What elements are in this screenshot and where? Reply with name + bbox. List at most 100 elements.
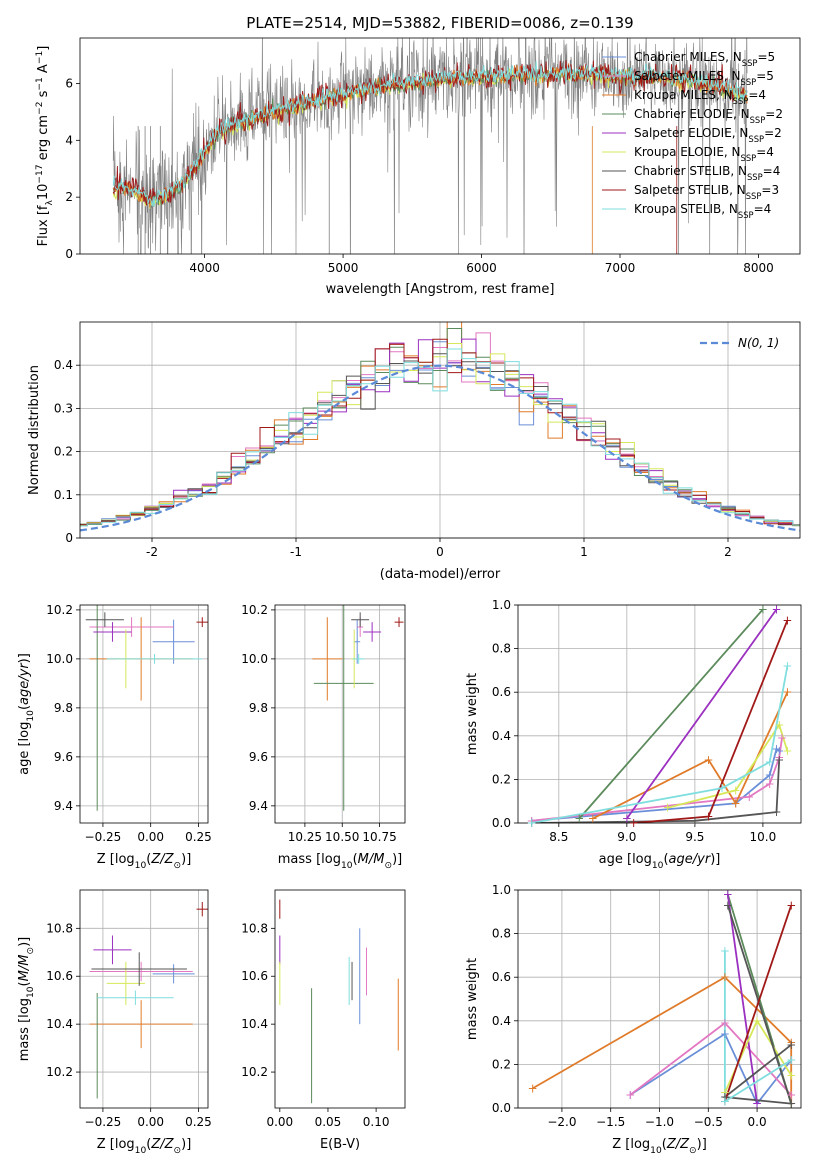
mass_vs_ebv-xlabel-part: E(B-V) bbox=[320, 1137, 360, 1152]
y-tick-label: 10.2 bbox=[46, 1065, 73, 1079]
errorbar-salpeter-elodie bbox=[363, 622, 382, 642]
weight_vs_Z-xlabel-part: log bbox=[630, 1137, 650, 1152]
y-tick-label: 10.2 bbox=[46, 603, 73, 617]
age_vs_mass-xlabel-part: )] bbox=[392, 852, 402, 867]
y-tick-label: 10.4 bbox=[46, 1017, 73, 1031]
mass_vs_Z-xlabel: Z [log10(Z/Z⊙)] bbox=[97, 1137, 192, 1156]
y-tick-label: 10.4 bbox=[241, 1017, 268, 1031]
x-tick-label: 0.05 bbox=[315, 1115, 342, 1129]
x-tick-label: 1 bbox=[580, 545, 588, 559]
series-chabrier-stelib bbox=[531, 759, 781, 823]
weight_vs_age-xlabel-part: age [ bbox=[599, 852, 632, 867]
marker-salpeter-elodie: + bbox=[771, 602, 781, 616]
weight_vs_age-xlabel-part: 10 bbox=[652, 861, 664, 871]
spectrum-ylabel-part: ] bbox=[36, 46, 51, 51]
marker-kroupa-miles: + bbox=[782, 685, 792, 699]
marker-kroupa-elodie: + bbox=[774, 718, 784, 732]
x-tick-label: −0.25 bbox=[85, 830, 122, 844]
series-salpeter-elodie bbox=[626, 608, 778, 820]
marker-kroupa-stelib: + bbox=[717, 781, 727, 795]
legend-label-kroupa-miles-part: =4 bbox=[748, 88, 766, 102]
axes-weight_vs_Z: −2.0 −1.5 −1.0 −0.5 0.0 0.0 0.2 0.4 0.6 0.8 1.0 Z [… bbox=[465, 883, 802, 1156]
spectrum-ylabel-part: −17 bbox=[35, 164, 45, 183]
legend-label-salpeter-elodie-part: SSP bbox=[748, 134, 764, 144]
y-tick-label: 2 bbox=[65, 190, 73, 204]
errorbar-kroupa-miles bbox=[89, 1000, 193, 1049]
axes-residuals: -2 -1 0 1 2 0 0.1 0.2 0.3 0.4 (data-model)/error No… bbox=[27, 321, 801, 582]
marker-kroupa-miles: + bbox=[786, 1097, 796, 1111]
errorbar-salpeter-stelib bbox=[394, 617, 404, 628]
axes-weight_vs_age: 8.5 9.0 9.5 10.0 0.0 0.2 0.4 0.6 0.8 1.0 age [log1… bbox=[465, 598, 802, 871]
mass_vs_Z-ylabel-part: log bbox=[17, 998, 32, 1018]
age_vs_Z-xlabel-part: log bbox=[115, 852, 135, 867]
weight_vs_Z-xlabel: Z [log10(Z/Z⊙)] bbox=[612, 1137, 707, 1156]
y-tick-label: 0.2 bbox=[54, 445, 73, 459]
axes-spectrum: 4000 5000 6000 7000 8000 0 2 4 6 PLATE=2514, MJD=… bbox=[35, 14, 801, 297]
errorbar-salpeter-miles bbox=[89, 617, 174, 637]
marker-chabrier-miles: + bbox=[786, 1053, 796, 1067]
plot-area-mass_vs_Z bbox=[89, 901, 208, 1099]
marker-chabrier-miles: + bbox=[752, 1097, 762, 1111]
axes-frame bbox=[79, 604, 209, 824]
y-tick-label: 10.0 bbox=[241, 652, 268, 666]
x-tick-label: 8.5 bbox=[549, 830, 568, 844]
y-tick-label: 9.4 bbox=[54, 799, 73, 813]
age_vs_mass-xlabel-part: ⊙ bbox=[384, 861, 392, 871]
y-tick-label: 0.1 bbox=[54, 488, 73, 502]
spectrum-xlabel: wavelength [Angstrom, rest frame] bbox=[326, 282, 555, 297]
legend-label-kroupa-stelib-part: Kroupa STELIB, N bbox=[634, 202, 738, 216]
legend-label-chabrier-stelib: Chabrier STELIB, NSSP=4 bbox=[634, 164, 780, 182]
weight_vs_age-xlabel-part: ( bbox=[663, 852, 668, 867]
y-tick-label: 9.6 bbox=[249, 750, 268, 764]
errorbar-salpeter-stelib bbox=[196, 901, 208, 917]
y-tick-label: 9.4 bbox=[249, 799, 268, 813]
marker-chabrier-elodie: + bbox=[786, 1097, 796, 1111]
marker-salpeter-stelib: + bbox=[629, 816, 639, 830]
x-tick-label: −2.0 bbox=[547, 1115, 576, 1129]
age_vs_mass-xlabel-part: log bbox=[321, 852, 341, 867]
errorbar-salpeter-stelib bbox=[196, 617, 208, 628]
mass_vs_Z-xlabel-part: Z [ bbox=[97, 1137, 115, 1152]
x-tick-label: 0.00 bbox=[137, 830, 164, 844]
axes-frame bbox=[79, 321, 801, 539]
age_vs_Z-xlabel-part: Z [ bbox=[97, 852, 115, 867]
errorbar-chabrier-miles bbox=[152, 619, 195, 664]
marker-salpeter-miles: + bbox=[625, 1088, 635, 1102]
plot-area-weight_vs_Z bbox=[532, 894, 793, 1106]
series-chabrier-elodie bbox=[578, 608, 764, 820]
mass_vs_Z-ylabel: mass [log10(M/M⊙)] bbox=[17, 937, 36, 1061]
series-kroupa-elodie bbox=[667, 722, 789, 809]
x-tick-label: −1.5 bbox=[596, 1115, 625, 1129]
axes-frame bbox=[79, 889, 209, 1109]
plot-area-weight_vs_age bbox=[531, 608, 789, 823]
weight_vs_Z-xlabel-part: )] bbox=[697, 1137, 707, 1152]
spectrum-ylabel-part: −1 bbox=[35, 77, 45, 90]
mass_vs_Z-ylabel-part: )] bbox=[17, 937, 32, 947]
legend-label-salpeter-stelib-part: Salpeter STELIB, N bbox=[634, 183, 746, 197]
y-tick-label: 0.6 bbox=[492, 970, 511, 984]
y-tick-label: 10.0 bbox=[46, 652, 73, 666]
legend-label-salpeter-stelib-part: =3 bbox=[761, 183, 779, 197]
marker-kroupa-elodie: + bbox=[720, 1086, 730, 1100]
y-tick-label: 0.3 bbox=[54, 401, 73, 415]
weight_vs_Z-ylabel: mass weight bbox=[465, 958, 480, 1040]
errorbar-chabrier-stelib bbox=[85, 612, 124, 628]
plot-area-age_vs_Z bbox=[85, 605, 208, 811]
legend-label-kroupa-stelib: Kroupa STELIB, NSSP=4 bbox=[634, 202, 771, 220]
errorbar-chabrier-elodie bbox=[313, 605, 374, 811]
x-tick-label: 0 bbox=[436, 545, 444, 559]
spectrum-title: PLATE=2514, MJD=53882, FIBERID=0086, z=0… bbox=[246, 14, 633, 32]
y-tick-label: 4 bbox=[65, 133, 73, 147]
marker-salpeter-miles: + bbox=[527, 814, 537, 828]
marker-chabrier-miles: + bbox=[774, 744, 784, 758]
hist-chabrier-miles bbox=[80, 341, 800, 527]
marker-chabrier-stelib: + bbox=[786, 1038, 796, 1052]
age_vs_mass-xlabel-part: 10 bbox=[341, 861, 353, 871]
marker-salpeter-miles: + bbox=[765, 777, 775, 791]
y-tick-label: 10.8 bbox=[241, 921, 268, 935]
spectrum-ylabel-part: 10 bbox=[36, 184, 51, 201]
model-fit-kroupa-stelib bbox=[112, 61, 748, 207]
x-tick-label: 10.0 bbox=[750, 830, 777, 844]
age_vs_mass-xlabel-part: M/M bbox=[358, 852, 385, 867]
